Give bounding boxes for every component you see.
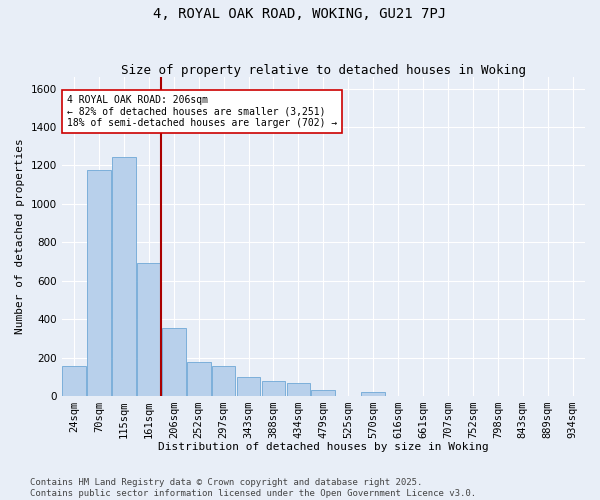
Bar	[237, 377, 260, 396]
Text: Contains HM Land Registry data © Crown copyright and database right 2025.
Contai: Contains HM Land Registry data © Crown c…	[30, 478, 476, 498]
Text: 4 ROYAL OAK ROAD: 206sqm
← 82% of detached houses are smaller (3,251)
18% of sem: 4 ROYAL OAK ROAD: 206sqm ← 82% of detach…	[67, 94, 337, 128]
X-axis label: Distribution of detached houses by size in Woking: Distribution of detached houses by size …	[158, 442, 489, 452]
Bar	[137, 264, 161, 396]
Bar	[112, 156, 136, 396]
Bar	[262, 380, 286, 396]
Title: Size of property relative to detached houses in Woking: Size of property relative to detached ho…	[121, 64, 526, 77]
Bar	[62, 366, 86, 396]
Bar	[311, 390, 335, 396]
Text: 4, ROYAL OAK ROAD, WOKING, GU21 7PJ: 4, ROYAL OAK ROAD, WOKING, GU21 7PJ	[154, 8, 446, 22]
Bar	[361, 392, 385, 396]
Bar	[212, 366, 235, 396]
Bar	[87, 170, 111, 396]
Y-axis label: Number of detached properties: Number of detached properties	[15, 138, 25, 334]
Bar	[162, 328, 185, 396]
Bar	[287, 384, 310, 396]
Bar	[187, 362, 211, 396]
